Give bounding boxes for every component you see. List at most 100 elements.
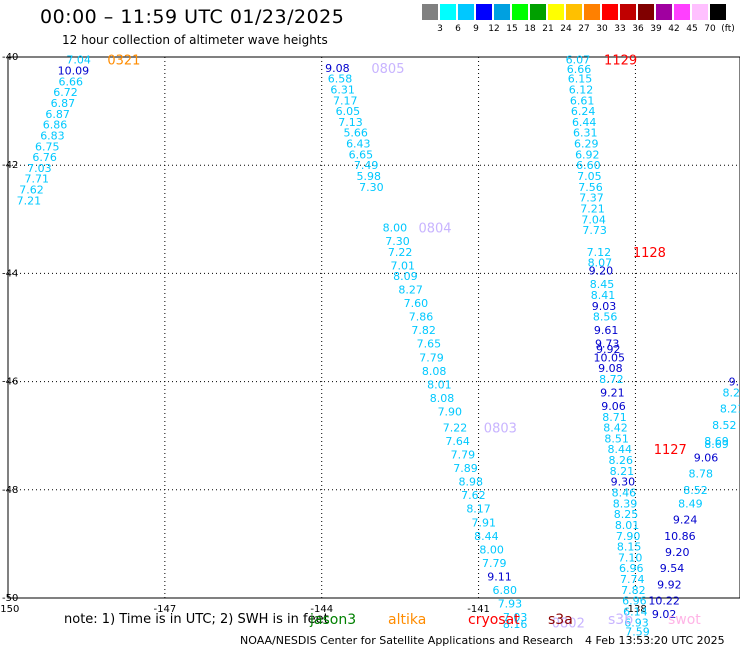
wave-height-point: 6.31 (573, 127, 598, 140)
wave-height-point: 7.30 (359, 181, 384, 194)
wave-height-point: 9.61 (594, 324, 619, 337)
pass-time-label: 0803 (484, 422, 517, 437)
wave-height-point: 8.25 (614, 508, 639, 521)
wave-height-point: 7.13 (338, 116, 363, 129)
colorbar-cell (692, 4, 708, 20)
wave-height-point: 7.03 (503, 611, 528, 624)
wave-height-point: 7.03 (27, 162, 52, 175)
y-tick-label: -50 (2, 593, 18, 604)
wave-height-point: 7.21 (580, 202, 605, 215)
y-tick-label: -48 (2, 485, 18, 496)
wave-height-point: 7.62 (461, 489, 486, 502)
colorbar-label: 70 (704, 24, 716, 34)
wave-height-point: 6.05 (336, 105, 361, 118)
wave-height-point: 8.07 (588, 257, 613, 270)
wave-height-point: 6.14 (623, 606, 648, 619)
wave-height-point: 5.98 (357, 170, 382, 183)
colorbar-label: 15 (506, 24, 518, 34)
wave-height-point: 8.17 (466, 503, 491, 516)
wave-height-point: 8.08 (422, 365, 447, 378)
wave-height-point: 6.66 (567, 63, 592, 76)
colorbar-label: 18 (524, 24, 536, 34)
colorbar-cell (656, 4, 672, 20)
wave-height-point: 7.22 (388, 246, 413, 259)
x-tick-label: -138 (624, 604, 647, 615)
colorbar-cell (512, 4, 528, 20)
wave-height-point: 6.87 (45, 108, 70, 121)
wave-height-point: 8.39 (613, 497, 638, 510)
y-tick-label: -44 (2, 268, 18, 279)
wave-height-point: 7.90 (616, 530, 641, 543)
wave-height-point: 9.02 (652, 608, 677, 621)
wave-height-point: 8.56 (593, 311, 618, 324)
wave-height-point: 7.62 (19, 184, 44, 197)
wave-height-point: 7.30 (385, 235, 410, 248)
wave-height-point: 10.22 (648, 595, 680, 608)
wave-height-point: 10.05 (594, 351, 626, 364)
wave-height-point: 6.75 (35, 140, 60, 153)
wave-height-point: 9.92 (657, 578, 682, 591)
wave-height-point: 7.91 (472, 516, 497, 529)
y-tick-label: -42 (2, 160, 18, 171)
footer-timestamp: 4 Feb 13:53:20 UTC 2025 (585, 634, 725, 647)
wave-height-point: 6.65 (349, 148, 374, 161)
wave-height-point: 8.21 (723, 386, 740, 399)
wave-height-point: 8.45 (590, 278, 615, 291)
pass-time-label: 0802 (552, 616, 585, 631)
colorbar-cell (674, 4, 690, 20)
satellite-legend-jason3: jason3 (310, 612, 357, 628)
wave-height-point: 6.61 (570, 94, 595, 107)
colorbar-label: 33 (614, 24, 626, 34)
wave-height-point: 6.86 (43, 119, 68, 132)
wave-height-point: 8.78 (689, 468, 714, 481)
wave-height-point: 8.72 (599, 373, 624, 386)
wave-height-point: 6.24 (571, 105, 596, 118)
wave-height-point: 9.06 (601, 400, 626, 413)
wave-height-point: 8.08 (430, 392, 455, 405)
wave-height-point: 7.05 (577, 170, 602, 183)
wave-height-point: 6.92 (575, 148, 600, 161)
wave-height-point: 5.66 (343, 127, 368, 140)
satellite-legend-cryosat: cryosat (468, 612, 520, 628)
wave-height-point: 8.51 (604, 432, 629, 445)
footer-note: note: 1) Time is in UTC; 2) SWH is in fe… (64, 612, 329, 627)
wave-height-point: 8.69 (704, 438, 729, 451)
wave-height-point: 8.01 (427, 378, 452, 391)
wave-height-point: 10.86 (664, 530, 696, 543)
plot-frame (7, 56, 740, 599)
colorbar-label: 6 (455, 24, 461, 34)
wave-height-point: 6.44 (572, 116, 597, 129)
colorbar-cell (476, 4, 492, 20)
x-tick-label: -147 (154, 604, 177, 615)
pass-time-label: 1128 (633, 246, 666, 261)
wave-height-point: 7.04 (66, 54, 91, 67)
wave-height-point: 7.82 (411, 324, 436, 337)
satellite-legend-altika: altika (388, 612, 427, 628)
wave-height-point: 6.80 (492, 584, 517, 597)
pass-time-label: 0804 (418, 221, 451, 236)
wave-height-point: 6.93 (624, 616, 649, 629)
y-tick-label: -40 (2, 52, 18, 63)
wave-height-point: 7.49 (354, 159, 379, 172)
wave-height-point: 9.11 (487, 570, 512, 583)
wave-height-point: 7.04 (581, 213, 606, 226)
wave-height-point: 7.60 (404, 297, 429, 310)
wave-height-point: 8.26 (609, 454, 634, 467)
wave-height-point: 10.09 (58, 65, 90, 78)
colorbar-cell (548, 4, 564, 20)
wave-height-point: 8.46 (612, 487, 637, 500)
wave-height-point: 6.66 (58, 75, 83, 88)
wave-height-point: 8.15 (617, 541, 642, 554)
wave-height-point: 7.90 (438, 405, 463, 418)
wave-height-point: 6.15 (568, 73, 593, 86)
colorbar-label: 30 (596, 24, 608, 34)
wave-height-point: 9.5 (729, 376, 740, 389)
wave-height-point: 7.10 (618, 551, 643, 564)
wave-height-point: 6.87 (51, 97, 76, 110)
wave-height-point: 7.37 (579, 192, 604, 205)
wave-height-point: 7.86 (409, 311, 434, 324)
wave-height-point: 7.73 (582, 224, 607, 237)
wave-height-point: 7.59 (625, 626, 650, 639)
colorbar-label: (ft) (721, 24, 735, 34)
wave-height-point: 9.06 (694, 451, 719, 464)
